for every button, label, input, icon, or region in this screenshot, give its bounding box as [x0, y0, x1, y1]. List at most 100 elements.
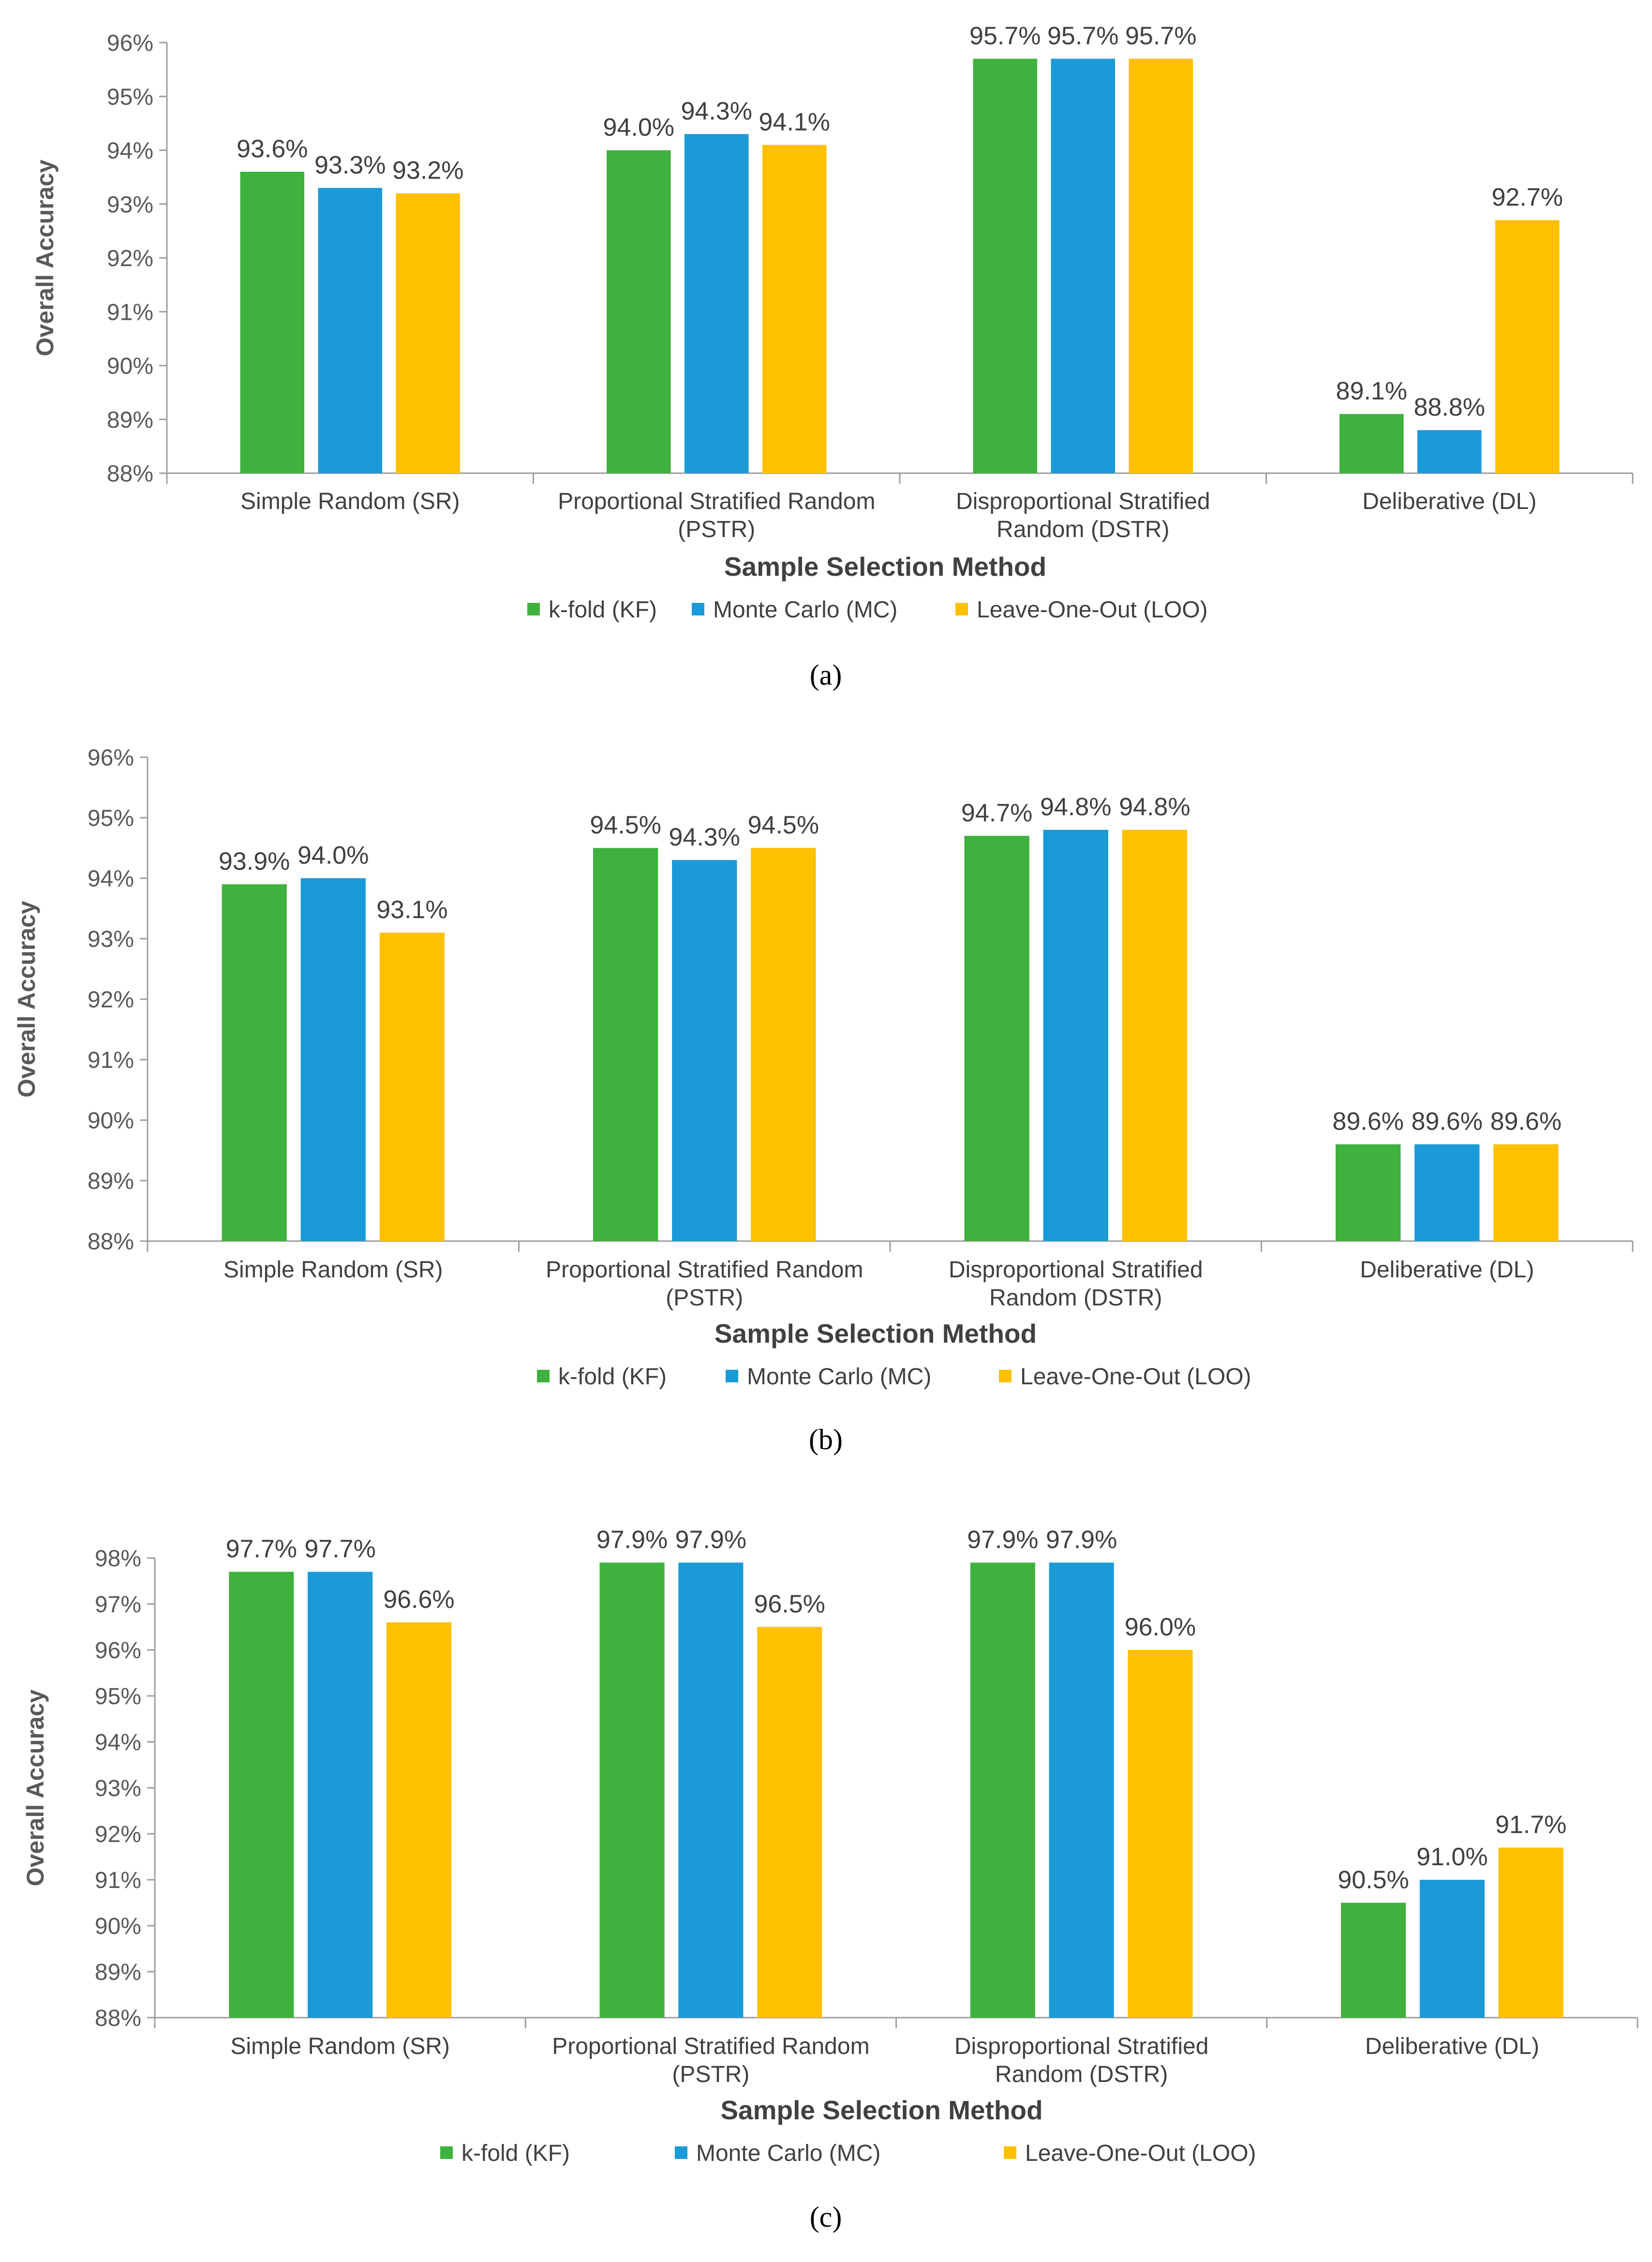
x-category-label: Proportional Stratified Random — [558, 489, 875, 514]
data-label: 94.1% — [759, 108, 830, 136]
bar — [757, 1627, 822, 2018]
x-axis-title: Sample Selection Method — [724, 552, 1046, 582]
data-label: 89.6% — [1490, 1108, 1562, 1136]
y-tick-label: 96% — [95, 1638, 141, 1663]
y-tick-label: 96% — [107, 30, 153, 56]
data-label: 97.7% — [304, 1535, 375, 1563]
data-label: 96.5% — [754, 1590, 825, 1618]
bar — [751, 848, 816, 1241]
bar — [973, 59, 1038, 473]
chart-panel-b: 88% 89% 90% 91% 92% 93% 94% 95% 96% 93.9% 94.0% 93.… — [0, 726, 1652, 1490]
y-tick-label: 90% — [88, 1108, 134, 1134]
legend-label: Monte Carlo (MC) — [747, 1364, 931, 1390]
bar — [1122, 830, 1187, 1241]
bar — [1129, 59, 1193, 473]
data-label: 90.5% — [1338, 1866, 1409, 1894]
y-tick-label: 95% — [95, 1684, 141, 1709]
data-label: 94.0% — [298, 841, 369, 869]
y-tick-label: 94% — [95, 1730, 141, 1755]
y-tick-label: 89% — [107, 407, 153, 433]
y-tick-label: 95% — [107, 84, 153, 110]
x-axis-title: Sample Selection Method — [720, 2095, 1042, 2125]
bar — [607, 150, 671, 473]
bar — [1336, 1144, 1401, 1241]
legend-swatch — [999, 1370, 1012, 1382]
legend-label: Leave-One-Out (LOO) — [1020, 1364, 1251, 1390]
bar — [222, 884, 287, 1241]
y-tick-label: 93% — [107, 192, 153, 218]
legend-swatch — [692, 603, 704, 615]
x-category-label: Disproportional Stratified — [949, 1257, 1203, 1283]
y-tick-label: 90% — [95, 1914, 141, 1939]
x-category-label: Random (DSTR) — [989, 1285, 1162, 1311]
bar — [1043, 830, 1108, 1241]
bar — [1341, 1902, 1406, 2018]
legend-swatch — [675, 2146, 687, 2159]
bar — [672, 860, 737, 1241]
x-category-label: Simple Random (SR) — [223, 1257, 443, 1283]
y-axis-title: Overall Accuracy — [31, 159, 59, 356]
x-category-label: (PSTR) — [672, 2062, 749, 2087]
y-tick-label: 92% — [95, 1822, 141, 1847]
y-axis-title: Overall Accuracy — [22, 1689, 49, 1886]
data-label: 89.6% — [1332, 1108, 1403, 1136]
bar — [1495, 220, 1560, 473]
data-label: 97.9% — [1046, 1526, 1117, 1554]
data-label: 89.6% — [1412, 1108, 1483, 1136]
legend-label: Leave-One-Out (LOO) — [977, 597, 1208, 623]
figure-caption: (b) — [809, 1423, 843, 1455]
data-label: 93.6% — [237, 135, 308, 163]
y-tick-label: 89% — [95, 1960, 141, 1985]
legend-swatch — [527, 603, 540, 615]
bar — [1498, 1847, 1563, 2018]
bar — [1128, 1650, 1193, 2018]
y-tick-label: 91% — [107, 300, 153, 325]
bar — [964, 836, 1029, 1241]
bar-chart-c: 88%89%90%91%92%93%94%95%96%97%98% 97.7% 97… — [22, 1526, 1638, 2233]
data-label: 97.9% — [967, 1526, 1038, 1554]
bar — [1049, 1562, 1114, 2018]
y-tick-label: 94% — [107, 138, 153, 164]
y-tick-label: 90% — [107, 354, 153, 379]
legend-label: k-fold (KF) — [461, 2141, 570, 2166]
bar — [684, 134, 749, 473]
chart-panel-a: 88% 89% 90% 91% 92% 93% 94% 95% 96% 93.6% 93.3% 93.… — [0, 0, 1652, 726]
bar — [1051, 59, 1116, 473]
bar — [308, 1572, 373, 2018]
x-category-label: Random (DSTR) — [997, 517, 1169, 542]
figure-caption: (c) — [810, 2201, 842, 2233]
x-category-label: Deliberative (DL) — [1365, 2034, 1539, 2059]
bar-chart-a: 88% 89% 90% 91% 92% 93% 94% 95% 96% 93.6%93.3% 93.… — [31, 22, 1634, 691]
x-axis-title: Sample Selection Method — [714, 1318, 1037, 1348]
figure-caption: (a) — [810, 659, 842, 691]
bar — [1419, 1880, 1485, 2018]
x-category-label: Disproportional Stratified — [954, 2034, 1209, 2059]
x-category-label: Simple Random (SR) — [230, 2034, 449, 2059]
data-label: 93.1% — [376, 896, 447, 924]
legend-label: Leave-One-Out (LOO) — [1025, 2141, 1256, 2166]
data-label: 94.0% — [603, 114, 674, 142]
data-label: 94.5% — [590, 811, 661, 839]
y-tick-label: 92% — [107, 246, 153, 271]
data-label: 88.8% — [1414, 393, 1485, 421]
data-label: 97.9% — [675, 1526, 746, 1554]
y-tick-label: 88% — [107, 461, 153, 487]
data-label: 94.3% — [681, 97, 752, 125]
data-label: 94.5% — [748, 811, 819, 839]
bar — [1414, 1144, 1480, 1241]
data-label: 93.2% — [392, 157, 463, 185]
bar — [1339, 414, 1404, 473]
y-tick-label: 97% — [95, 1592, 141, 1618]
bar — [229, 1572, 294, 2018]
y-tick-label: 92% — [88, 987, 134, 1013]
y-axis-title: Overall Accuracy — [13, 900, 40, 1097]
bar — [386, 1622, 451, 2018]
bar — [970, 1562, 1035, 2018]
x-category-label: Disproportional Stratified — [956, 489, 1210, 514]
legend-swatch — [726, 1370, 738, 1382]
data-label: 91.7% — [1495, 1811, 1566, 1839]
y-tick-label: 88% — [95, 2006, 141, 2031]
data-label: 94.3% — [669, 824, 740, 852]
data-label: 91.0% — [1416, 1843, 1488, 1871]
data-label: 93.9% — [219, 848, 290, 876]
